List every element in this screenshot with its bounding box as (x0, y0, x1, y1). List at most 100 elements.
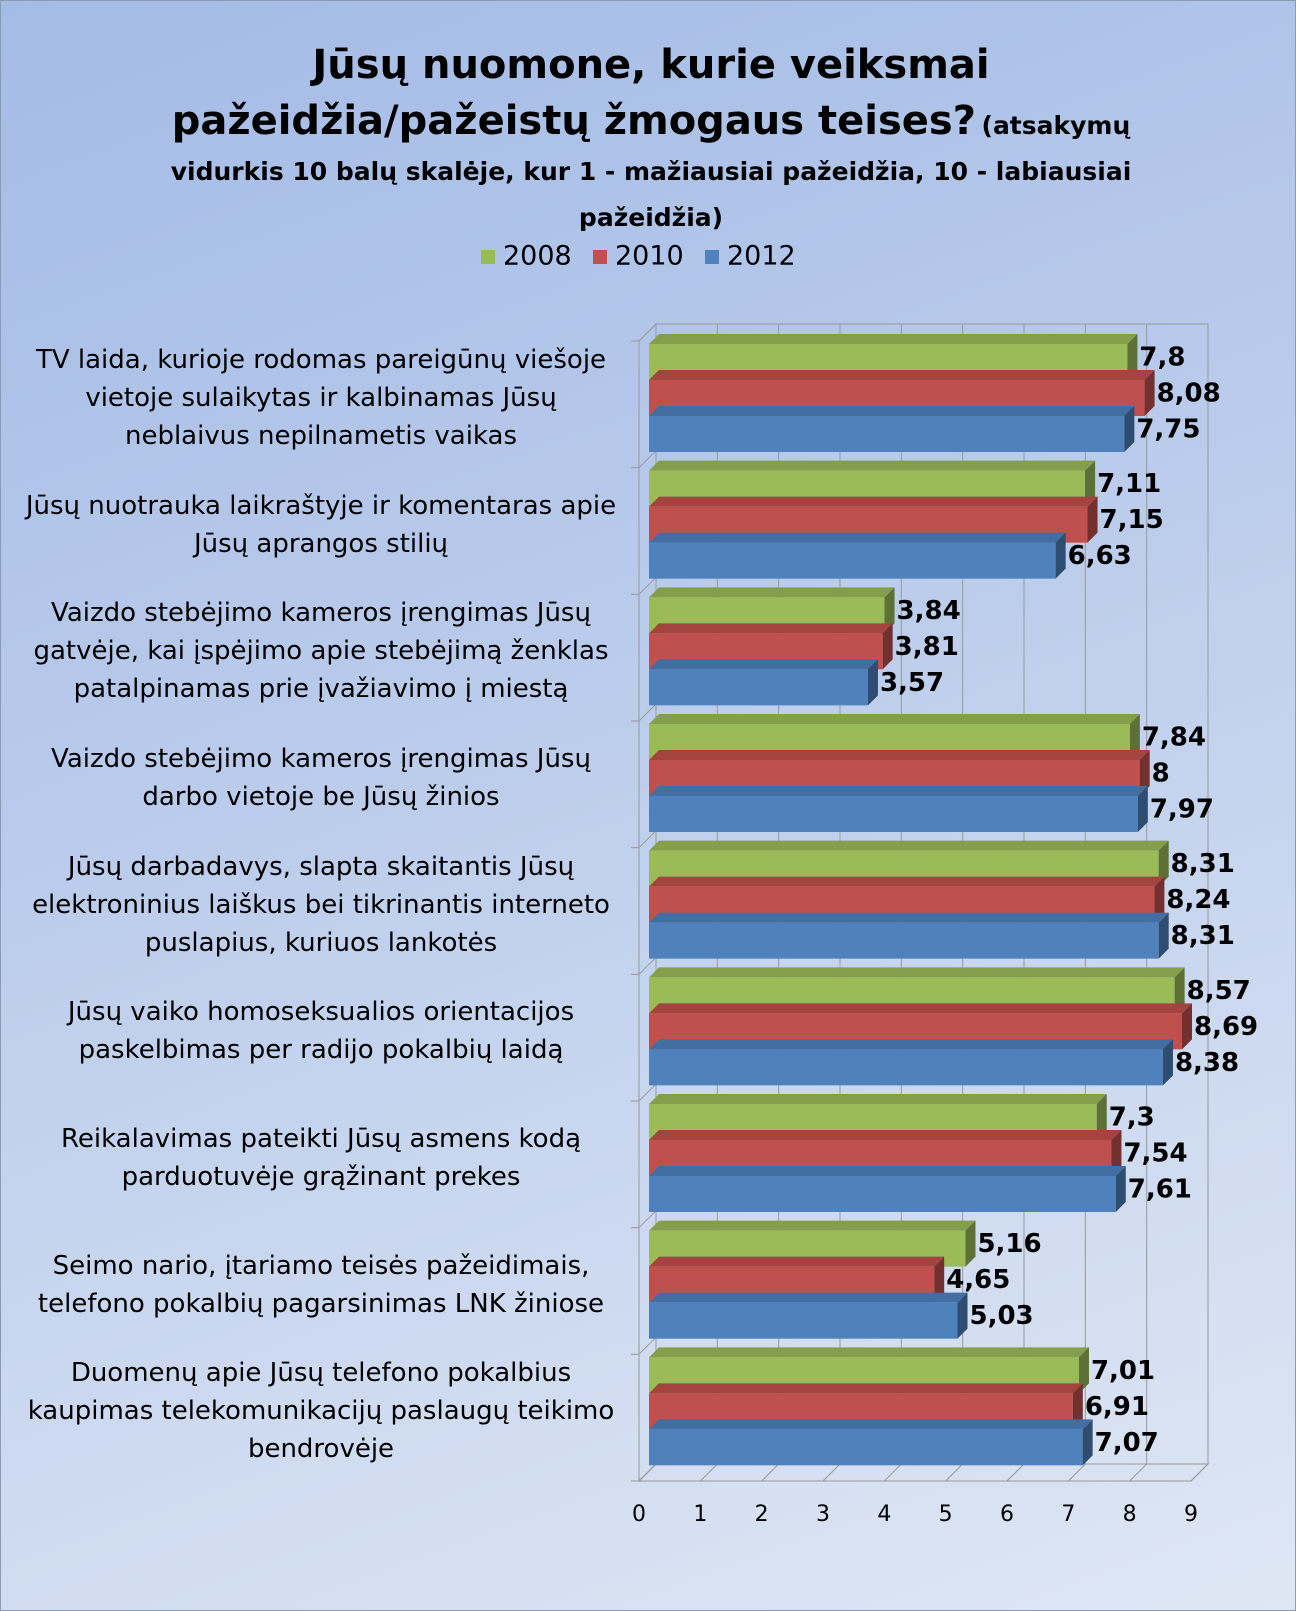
value-label: 7,54 (1123, 1139, 1187, 1169)
bar-side (1154, 876, 1165, 923)
category-label: Duomenų apie Jūsų telefono pokalbius kau… (27, 1358, 615, 1465)
wall-line (638, 1210, 657, 1229)
bar-side (1082, 1419, 1093, 1466)
bar-top (649, 1220, 976, 1231)
bar (649, 542, 1056, 579)
bar-side (1111, 1130, 1122, 1176)
bar-side (1158, 840, 1169, 887)
value-label: 7,8 (1139, 343, 1185, 373)
bar-top (649, 1003, 1192, 1014)
bar-side (1139, 750, 1150, 796)
category-label: Jūsų nuotrauka laikraštyje ir komentaras… (25, 490, 617, 559)
wall-line (638, 1083, 657, 1102)
bar-side (882, 623, 893, 670)
chart-subtitle: (atsakymų vidurkis 10 balų skalėje, kur … (170, 111, 1132, 232)
bar-top (649, 1094, 1107, 1104)
bar-top (649, 1130, 1122, 1140)
wall-line (638, 1336, 657, 1355)
value-label: 7,97 (1150, 795, 1214, 825)
bar-side (1181, 1003, 1192, 1050)
x-tick-label: 5 (939, 1502, 953, 1527)
value-label: 7,11 (1097, 469, 1161, 499)
value-label: 4,65 (946, 1265, 1010, 1295)
bar (649, 669, 868, 706)
bar-side (1137, 786, 1148, 832)
floor-line (822, 1463, 841, 1482)
bar-side (1124, 406, 1135, 452)
value-label: 3,57 (880, 668, 944, 698)
title-block: Jūsų nuomone, kurie veiksmai pažeidžia/p… (151, 37, 1151, 241)
legend-label: 2008 (503, 241, 572, 272)
bar-top (649, 659, 878, 670)
floor-line (1129, 1463, 1148, 1482)
bar-top (649, 967, 1185, 978)
value-label: 7,15 (1100, 505, 1164, 535)
wall-line (638, 323, 657, 342)
floor-line (945, 1463, 964, 1482)
bar-top (649, 912, 1169, 923)
floor-line (699, 1463, 718, 1482)
bar-top (649, 496, 1098, 507)
value-label: 8,31 (1171, 921, 1235, 951)
bar-side (1115, 1166, 1126, 1212)
x-tick-label: 7 (1061, 1502, 1075, 1527)
category-label: Jūsų darbadavys, slapta skaitantis Jūsų … (32, 851, 610, 958)
value-label: 3,84 (897, 596, 961, 626)
floor (637, 1463, 1210, 1482)
bar-top (649, 1292, 968, 1303)
bar (649, 1429, 1083, 1466)
legend-swatch (481, 250, 495, 264)
value-label: 5,16 (977, 1229, 1041, 1259)
value-label: 3,81 (895, 632, 959, 662)
legend-label: 2012 (727, 241, 796, 272)
floor-line (1190, 1463, 1209, 1482)
bar-side (1085, 460, 1096, 507)
bar-side (1129, 714, 1140, 760)
value-label: 6,91 (1085, 1392, 1149, 1422)
bar-top (649, 1039, 1173, 1050)
bar-top (649, 587, 895, 598)
bar-top (649, 460, 1096, 471)
floor-line (761, 1463, 780, 1482)
bar-top (649, 623, 893, 634)
category-label: Reikalavimas pateikti Jūsų asmens kodą p… (60, 1124, 582, 1192)
bar-top (649, 1347, 1089, 1358)
bar-top (649, 1383, 1083, 1394)
x-tick-label: 6 (1000, 1502, 1014, 1527)
bar-side (884, 587, 895, 634)
value-label: 7,84 (1142, 723, 1206, 753)
legend-swatch (593, 250, 607, 264)
bar-side (1127, 334, 1138, 380)
bar-side (965, 1220, 976, 1267)
bar (649, 1302, 958, 1339)
x-tick-label: 2 (755, 1502, 769, 1527)
bar-side (1096, 1094, 1107, 1140)
value-label: 8 (1152, 759, 1170, 789)
chart-title: Jūsų nuomone, kurie veiksmai pažeidžia/p… (171, 42, 990, 144)
x-tick-label: 1 (693, 1502, 707, 1527)
bar-side (1055, 532, 1066, 579)
value-label: 7,61 (1128, 1175, 1192, 1205)
bar (649, 922, 1159, 959)
bar-top (649, 750, 1150, 760)
bar-top (649, 840, 1169, 851)
x-tick-label: 3 (816, 1502, 830, 1527)
value-label: 7,07 (1095, 1428, 1159, 1458)
value-label: 7,75 (1136, 415, 1200, 445)
bar-side (934, 1256, 945, 1303)
value-label: 7,3 (1109, 1103, 1155, 1133)
x-tick-label: 4 (877, 1502, 891, 1527)
legend-label: 2010 (615, 241, 684, 272)
value-label: 5,03 (970, 1301, 1034, 1331)
wall-line (638, 703, 657, 722)
bar (649, 796, 1138, 832)
x-tick-label: 0 (632, 1502, 646, 1527)
bar-side (1144, 370, 1155, 416)
bar-top (649, 786, 1148, 796)
bar-top (649, 714, 1140, 724)
bar-top (649, 876, 1165, 887)
wall-line (638, 576, 657, 595)
bar-top (649, 532, 1066, 543)
